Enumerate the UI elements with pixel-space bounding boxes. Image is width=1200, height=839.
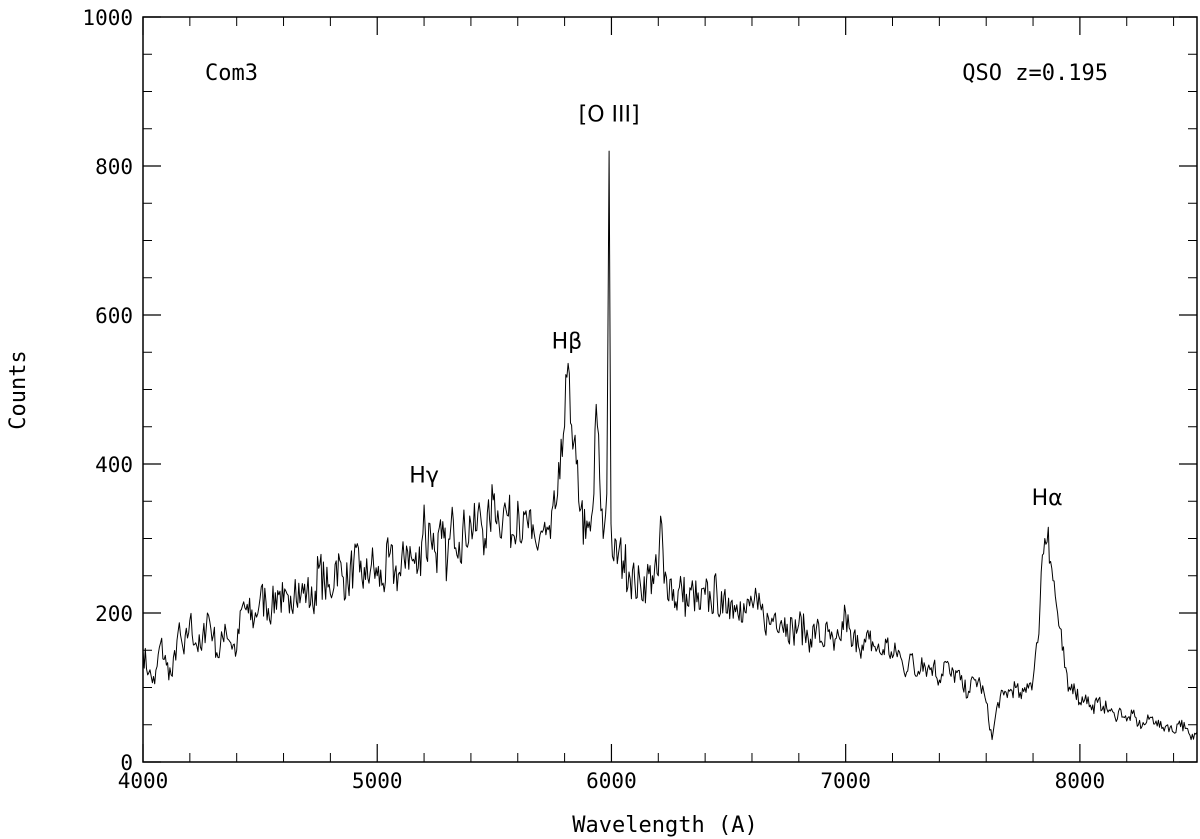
ticks: [142, 16, 1197, 763]
x-tick-label: 6000: [586, 769, 637, 793]
y-tick-label: 400: [95, 453, 133, 477]
y-tick-label: 600: [95, 304, 133, 328]
emission-line-label: Hβ: [552, 330, 583, 355]
x-tick-label: 5000: [352, 769, 403, 793]
x-tick-label: 8000: [1055, 769, 1106, 793]
emission-line-label: Hα: [1032, 486, 1063, 511]
series-layer: [142, 150, 1198, 741]
y-tick-label: 200: [95, 602, 133, 626]
spectrum-line: [142, 150, 1198, 741]
y-axis-label: Counts: [6, 350, 31, 429]
emission-line-label: [O III]: [579, 102, 640, 127]
tick-labels: 4000 5000 6000 7000 8000 0 200 400 600 800 1000: [82, 6, 1105, 793]
x-axis-label: Wavelength (A): [572, 813, 757, 838]
object-name-annotation: Com3: [205, 61, 258, 86]
y-tick-label: 800: [95, 155, 133, 179]
y-tick-label: 1000: [82, 6, 133, 30]
y-tick-label: 0: [120, 751, 133, 775]
x-tick-label: 4000: [118, 769, 169, 793]
object-type-annotation: QSO z=0.195: [962, 61, 1108, 86]
axes: [142, 16, 1198, 763]
plot-frame: [142, 16, 1198, 763]
emission-line-label: Hγ: [409, 464, 439, 489]
line-labels: [O III] Hβ Hγ Hα: [409, 102, 1062, 511]
x-tick-label: 7000: [820, 769, 871, 793]
